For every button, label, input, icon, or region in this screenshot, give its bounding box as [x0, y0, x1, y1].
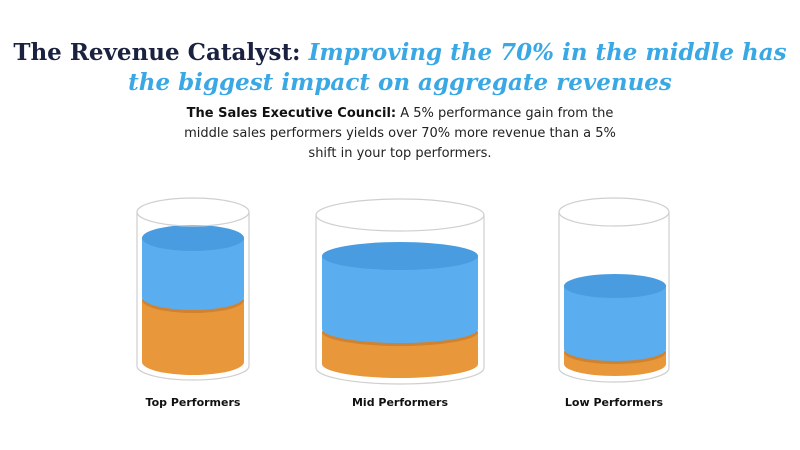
glass-outline-mid	[315, 198, 485, 385]
cylinder-mid-performers	[315, 198, 485, 385]
label-mid-performers: Mid Performers	[351, 396, 449, 409]
glass-outline-low	[558, 197, 670, 383]
glass-outline-top	[136, 197, 250, 381]
label-low-performers: Low Performers	[564, 396, 664, 409]
subtitle: The Sales Executive Council: A 5% perfor…	[180, 104, 620, 164]
cylinder-top-performers	[136, 197, 250, 381]
blue-layer-mid	[322, 242, 478, 343]
label-top-performers: Top Performers	[145, 396, 241, 409]
blue-layer-top	[142, 225, 244, 310]
headline: The Revenue Catalyst: Improving the 70% …	[0, 38, 800, 98]
cylinder-low-performers	[558, 197, 670, 383]
subtitle-lead: The Sales Executive Council:	[186, 106, 397, 121]
headline-lead: The Revenue Catalyst:	[13, 39, 301, 66]
headline-accent: Improving the 70% in the middle has the …	[128, 39, 787, 96]
blue-layer-low	[564, 274, 666, 361]
subtitle-body: A 5% performance gain from the middle sa…	[184, 106, 616, 161]
